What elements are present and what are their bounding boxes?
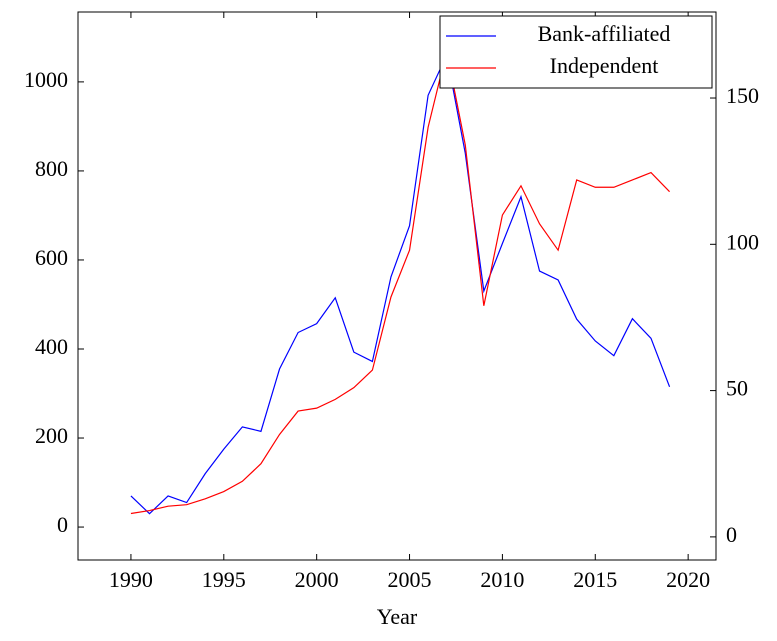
x-tick-label: 2015	[573, 567, 617, 592]
x-tick-label: 2010	[480, 567, 524, 592]
series-line	[130, 53, 671, 515]
legend-label: Independent	[550, 53, 659, 78]
plot-frame	[77, 11, 717, 561]
x-axis-label: Year	[377, 604, 418, 629]
x-tick-label: 2005	[388, 567, 432, 592]
y-tick-label: 600	[35, 245, 68, 270]
y2-tick-label: 0	[726, 522, 737, 547]
y-tick-label: 200	[35, 423, 68, 448]
y-tick-label: 800	[35, 156, 68, 181]
series-line	[130, 51, 670, 515]
x-tick-label: 1995	[202, 567, 246, 592]
legend-box	[439, 15, 713, 89]
y-tick-label: 1000	[24, 67, 68, 92]
legend-label: Bank-affiliated	[538, 21, 671, 46]
x-tick-label: 2000	[295, 567, 339, 592]
y-tick-label: 0	[57, 512, 68, 537]
x-tick-label: 2020	[666, 567, 710, 592]
y-tick-label: 400	[35, 334, 68, 359]
y2-tick-label: 50	[726, 376, 748, 401]
x-tick-label: 1990	[109, 567, 153, 592]
y2-tick-label: 150	[726, 83, 759, 108]
y2-tick-label: 100	[726, 229, 759, 254]
